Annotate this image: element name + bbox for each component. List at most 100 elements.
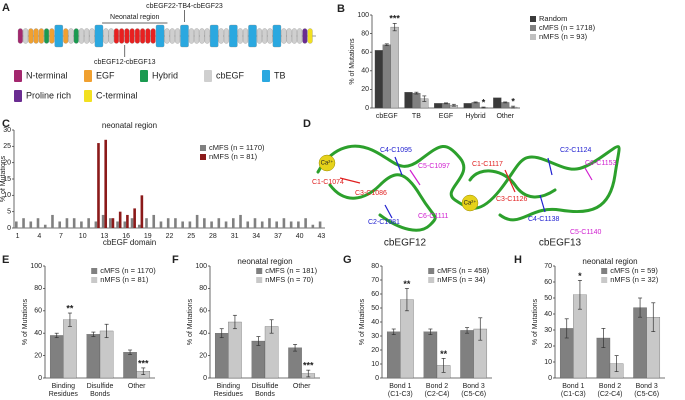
legend-label: nMFS (n = 81) xyxy=(209,152,258,161)
domain xyxy=(63,28,69,44)
domain xyxy=(17,28,23,44)
bar xyxy=(264,326,279,379)
bar xyxy=(304,218,307,228)
x-tick-label: Bond 3 (C5-C6) xyxy=(461,383,486,398)
significance: *** xyxy=(303,361,314,371)
bar xyxy=(423,331,438,379)
legend-label: Hybrid xyxy=(152,70,178,80)
x-tick-line: Disulfide xyxy=(87,383,114,390)
bar xyxy=(118,211,122,228)
x-tick-line: Bond 3 xyxy=(636,383,658,390)
bar xyxy=(382,44,391,109)
x-tick-label: EGF xyxy=(439,113,453,120)
x-axis-label: cbEGF domain xyxy=(103,238,156,247)
x-tick-label: Bond 3 (C5-C6) xyxy=(634,383,659,398)
domain xyxy=(33,28,39,44)
error-bar xyxy=(128,349,133,355)
domain xyxy=(297,28,303,44)
bar xyxy=(97,143,100,228)
y-tick-label: 20 xyxy=(361,86,369,93)
legend-label: nMFS (n = 81) xyxy=(100,275,149,284)
bar xyxy=(217,218,221,228)
error-bar xyxy=(256,336,261,346)
disulfide-sticks xyxy=(339,156,593,219)
y-tick-label: 25 xyxy=(3,143,11,150)
error-bar xyxy=(392,23,397,32)
legend-label: nMFS (n = 32) xyxy=(610,275,659,284)
y-tick-label: 0 xyxy=(548,375,552,382)
bar xyxy=(51,214,54,228)
bar xyxy=(86,334,101,379)
residue-label: C1-C1117 xyxy=(472,161,503,168)
y-tick-label: 80 xyxy=(361,30,369,37)
panel-label: F xyxy=(172,254,179,266)
domain xyxy=(237,28,243,44)
bar xyxy=(133,208,136,228)
panel-label: D xyxy=(303,118,311,130)
significance: *** xyxy=(138,358,149,368)
legend-swatch xyxy=(530,25,536,31)
residue-label: C3-C1086 xyxy=(355,190,387,197)
bar xyxy=(239,214,242,228)
domain xyxy=(155,24,165,48)
x-tick-line: Binding xyxy=(52,383,75,390)
legend-swatch xyxy=(530,16,536,22)
x-tick-line: Disulfide xyxy=(252,383,279,390)
bar xyxy=(268,218,271,228)
domain xyxy=(89,28,95,44)
residue-label: C5-C1097 xyxy=(418,163,450,170)
residue-label: C6-C1153 xyxy=(585,160,616,167)
chart-title: neonatal region xyxy=(237,257,292,266)
domain xyxy=(199,28,205,44)
bar xyxy=(253,218,257,228)
panel-label: E xyxy=(2,254,9,266)
x-tick-label: 22 xyxy=(166,233,174,240)
bar xyxy=(104,139,108,228)
legend-label: TB xyxy=(274,70,286,80)
error-bar xyxy=(465,327,470,334)
y-tick-label: 20 xyxy=(199,352,207,359)
bar xyxy=(166,218,170,228)
legend-swatch xyxy=(428,268,435,274)
bar xyxy=(109,218,112,228)
y-tick-label: 100 xyxy=(30,263,42,270)
x-tick-line: Bonds xyxy=(90,391,110,398)
domain xyxy=(23,28,29,44)
calcium-ion xyxy=(461,194,479,212)
panel-label: A xyxy=(2,2,10,14)
y-tick-label: 30 xyxy=(371,333,379,340)
domain xyxy=(49,28,55,44)
legend-label: nMFS (n = 93) xyxy=(539,32,588,41)
legend-swatch xyxy=(601,277,608,283)
bar xyxy=(145,218,148,228)
significance: * xyxy=(578,271,582,281)
x-tick-line: Bond 1 xyxy=(389,383,411,390)
region-label: Neonatal region xyxy=(110,14,160,21)
bar xyxy=(318,221,322,228)
legend-label: cbEGF xyxy=(216,70,245,80)
error-bar xyxy=(422,95,427,102)
error-bar xyxy=(414,91,419,95)
x-tick-line: (C2-C4) xyxy=(425,391,450,398)
domain xyxy=(218,28,224,44)
y-tick-label: 60 xyxy=(199,308,207,315)
domain xyxy=(73,28,79,44)
x-tick-label: Hybrid xyxy=(465,113,485,120)
error-bar xyxy=(564,318,569,339)
domain xyxy=(78,28,84,44)
y-tick-label: 80 xyxy=(371,263,379,270)
legend-swatch xyxy=(262,70,270,82)
domain xyxy=(68,28,74,44)
error-bar xyxy=(306,369,311,378)
bar xyxy=(181,221,184,228)
x-tick-label: Bond 2 (C2-C4) xyxy=(425,383,450,398)
error-bar xyxy=(478,317,483,341)
bar xyxy=(460,330,474,379)
bar xyxy=(251,340,266,379)
error-bar xyxy=(91,331,96,337)
bar xyxy=(111,218,115,228)
error-bar xyxy=(601,328,606,348)
bar xyxy=(311,224,315,228)
domain xyxy=(188,28,194,44)
bar xyxy=(275,221,278,228)
